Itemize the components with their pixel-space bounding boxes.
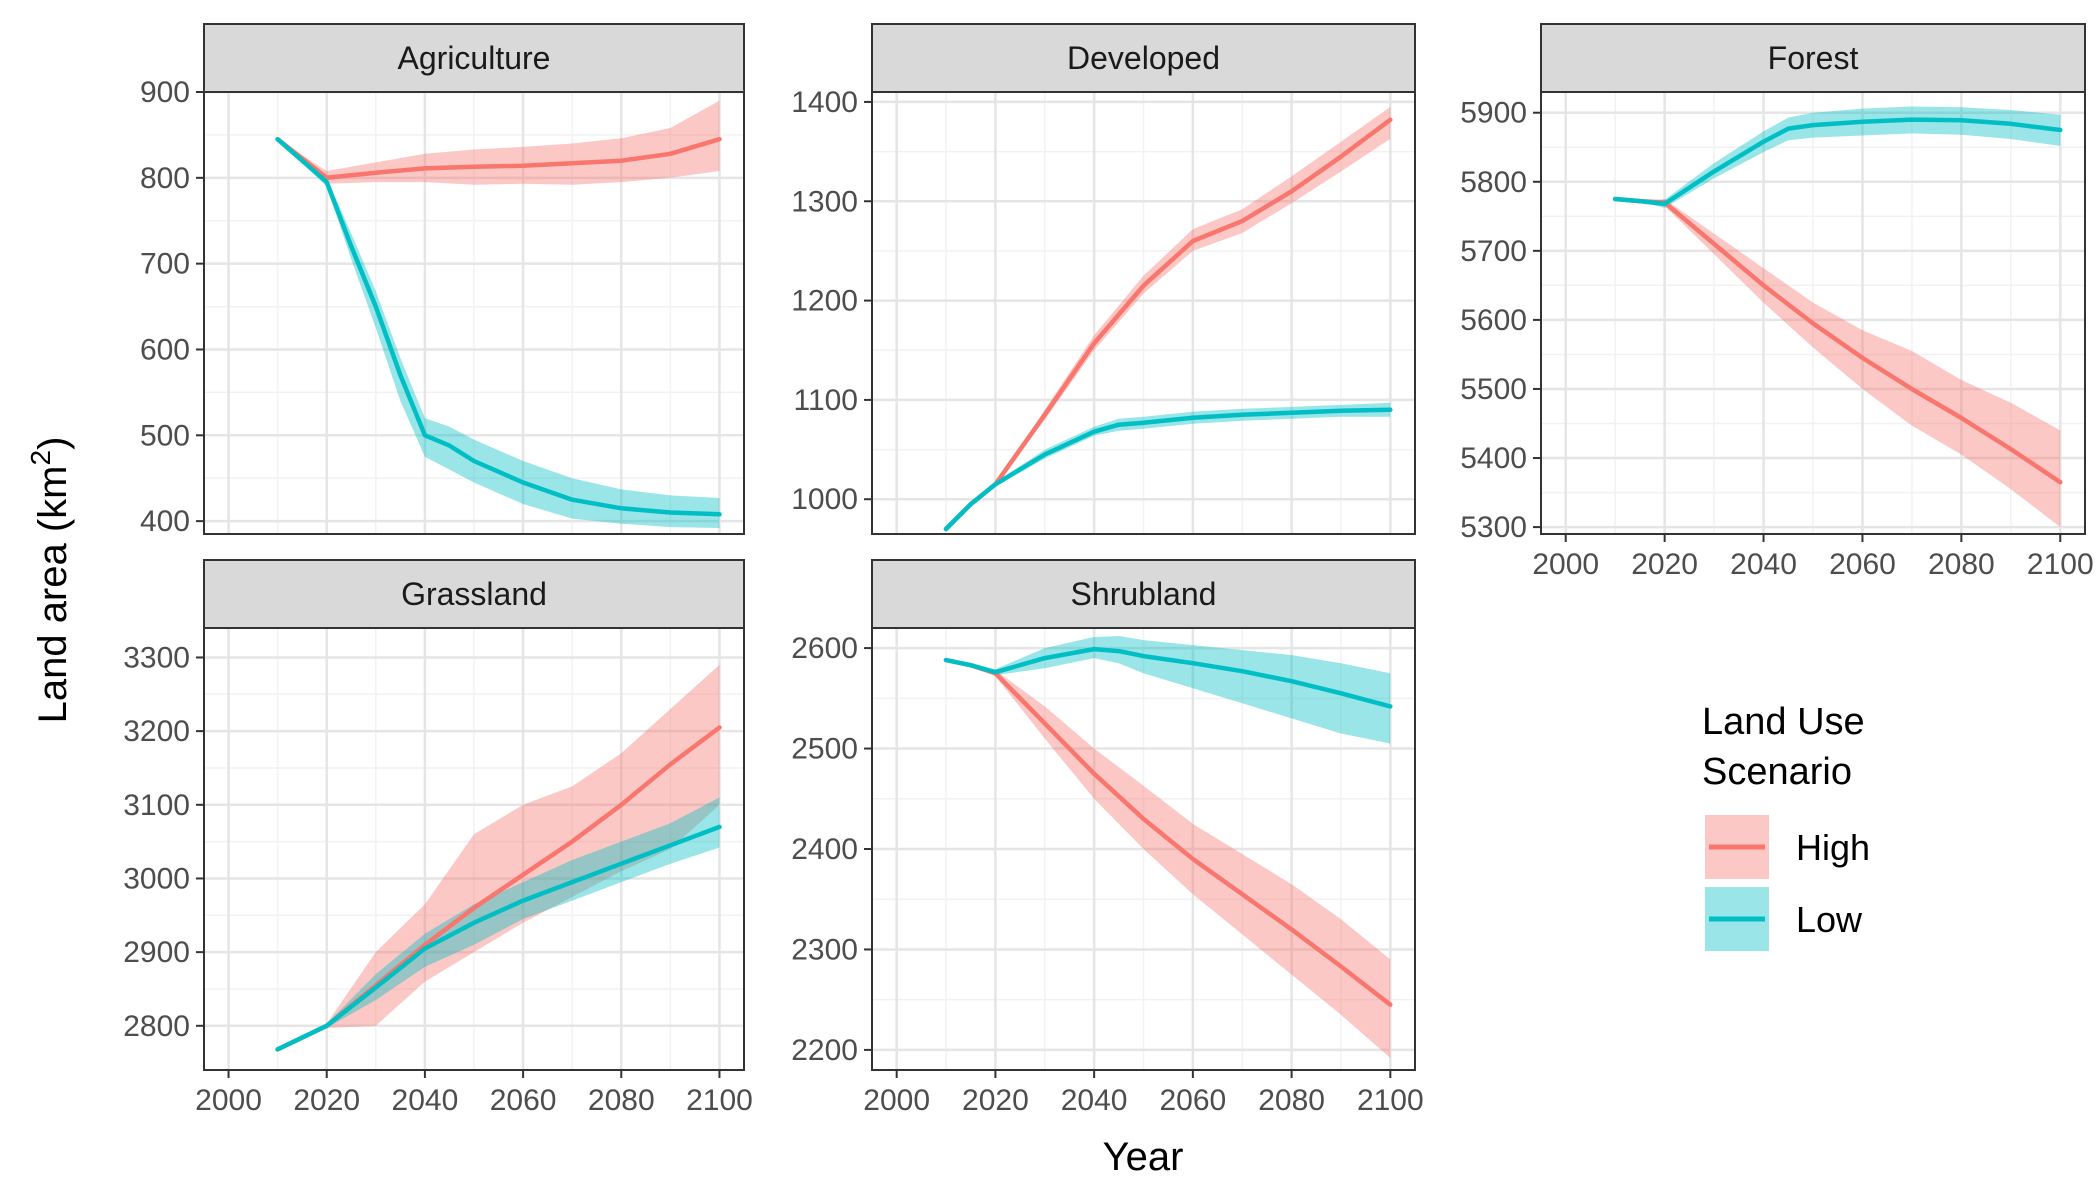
y-tick-label: 900 [140,76,190,109]
y-tick-label: 1200 [791,285,858,318]
y-tick-label: 2300 [791,933,858,966]
x-tick-label: 2060 [1159,1084,1226,1117]
y-axis-title: Land area (km2) [25,437,75,724]
y-tick-label: 5500 [1460,373,1527,406]
legend-key-low [1705,887,1769,951]
ribbon-low [1615,106,2061,208]
y-tick-label: 400 [140,505,190,538]
y-tick-label: 2600 [791,632,858,665]
panel-border [871,91,1416,535]
y-tick-label: 3000 [123,862,190,895]
x-tick-label: 2060 [490,1084,557,1117]
y-tick-label: 2200 [791,1034,858,1067]
y-tick-label: 3200 [123,715,190,748]
panel-border [203,91,745,535]
y-tick-label: 5600 [1460,304,1527,337]
panel-title: Agriculture [398,40,551,76]
x-tick-label: 2060 [1829,548,1896,581]
x-tick-label: 2040 [1730,548,1797,581]
panel-strip [203,559,745,629]
y-tick-label: 500 [140,419,190,452]
panel-developed: Developed 1000 1100 1200 1300 1400 [791,23,1416,535]
y-tick-label: 1000 [791,483,858,516]
ribbon-high [946,660,1391,1058]
y-tick-label: 2400 [791,833,858,866]
ribbon-low [277,797,720,1050]
x-tick-label: 2020 [962,1084,1029,1117]
panel-title: Developed [1067,40,1220,76]
panel-strip [871,23,1416,93]
panel-border [1540,91,2086,535]
panel-title: Grassland [401,576,547,612]
panel-agriculture: Agriculture 400 500 600 700 800 900 [140,23,745,538]
x-tick-label: 2000 [195,1084,262,1117]
panel-shrubland: Shrubland 2200 2300 2400 2500 2600 2000 2020 204… [791,559,1424,1117]
panel-forest: Forest 5300 5400 5500 5600 5700 5800 5900 2000 20… [1460,23,2094,581]
panel-grassland: Grassland 2800 2900 3000 3100 3200 3300 2000 202… [123,559,753,1117]
y-tick-label: 3300 [123,641,190,674]
gridlines [872,92,1415,534]
y-tick-label: 5900 [1460,97,1527,130]
ribbon-high [277,100,720,185]
series-line-low [943,407,1393,532]
gridlines [1541,92,2085,534]
x-tick-label: 2080 [1258,1084,1325,1117]
panel-title: Forest [1768,40,1859,76]
x-tick-label: 2080 [588,1084,655,1117]
legend-key-high [1705,815,1769,879]
y-tick-label: 5300 [1460,511,1527,544]
x-tick-label: 2040 [392,1084,459,1117]
y-tick-label: 700 [140,248,190,281]
ribbon-high [1615,199,2061,528]
legend-label-low: Low [1796,899,1863,940]
y-tick-label: 2800 [123,1010,190,1043]
x-tick-label: 2100 [686,1084,753,1117]
y-tick-label: 3100 [123,789,190,822]
gridlines [872,628,1415,1070]
ribbon-low [946,636,1391,744]
ribbon-low [946,402,1391,529]
series-line-low [1612,117,2063,207]
y-tick-label: 5400 [1460,442,1527,475]
series-line-low [275,136,722,517]
x-tick-label: 2020 [293,1084,360,1117]
ribbon-high [946,106,1391,530]
x-tick-label: 2000 [863,1084,930,1117]
x-tick-label: 2000 [1532,548,1599,581]
y-tick-label: 1400 [791,86,858,119]
ribbon-high [277,664,720,1050]
series-line-high [275,136,722,181]
y-tick-label: 1100 [793,384,858,417]
panel-strip [871,559,1416,629]
series-line-low [943,646,1393,709]
y-tick-label: 5800 [1460,166,1527,199]
x-tick-label: 2020 [1631,548,1698,581]
gridlines [204,628,744,1070]
y-tick-label: 1300 [791,185,858,218]
legend-title-line2: Scenario [1702,751,1852,793]
panel-strip [1540,23,2086,93]
series-line-low [275,824,722,1052]
x-tick-label: 2080 [1928,548,1995,581]
panel-title: Shrubland [1071,576,1217,612]
y-tick-label: 5700 [1460,235,1527,268]
y-tick-label: 2900 [123,936,190,969]
panel-strip [203,23,745,93]
legend-label-high: High [1796,827,1870,868]
x-axis-title: Year [1103,1135,1184,1179]
panel-border [203,627,745,1071]
x-tick-label: 2100 [2027,548,2094,581]
x-tick-label: 2100 [1357,1084,1424,1117]
y-tick-label: 600 [140,333,190,366]
legend-title-line1: Land Use [1702,701,1865,743]
legend: Land Use Scenario High Low [1702,701,1870,951]
y-tick-label: 800 [140,162,190,195]
x-tick-label: 2040 [1061,1084,1128,1117]
y-tick-label: 2500 [791,733,858,766]
